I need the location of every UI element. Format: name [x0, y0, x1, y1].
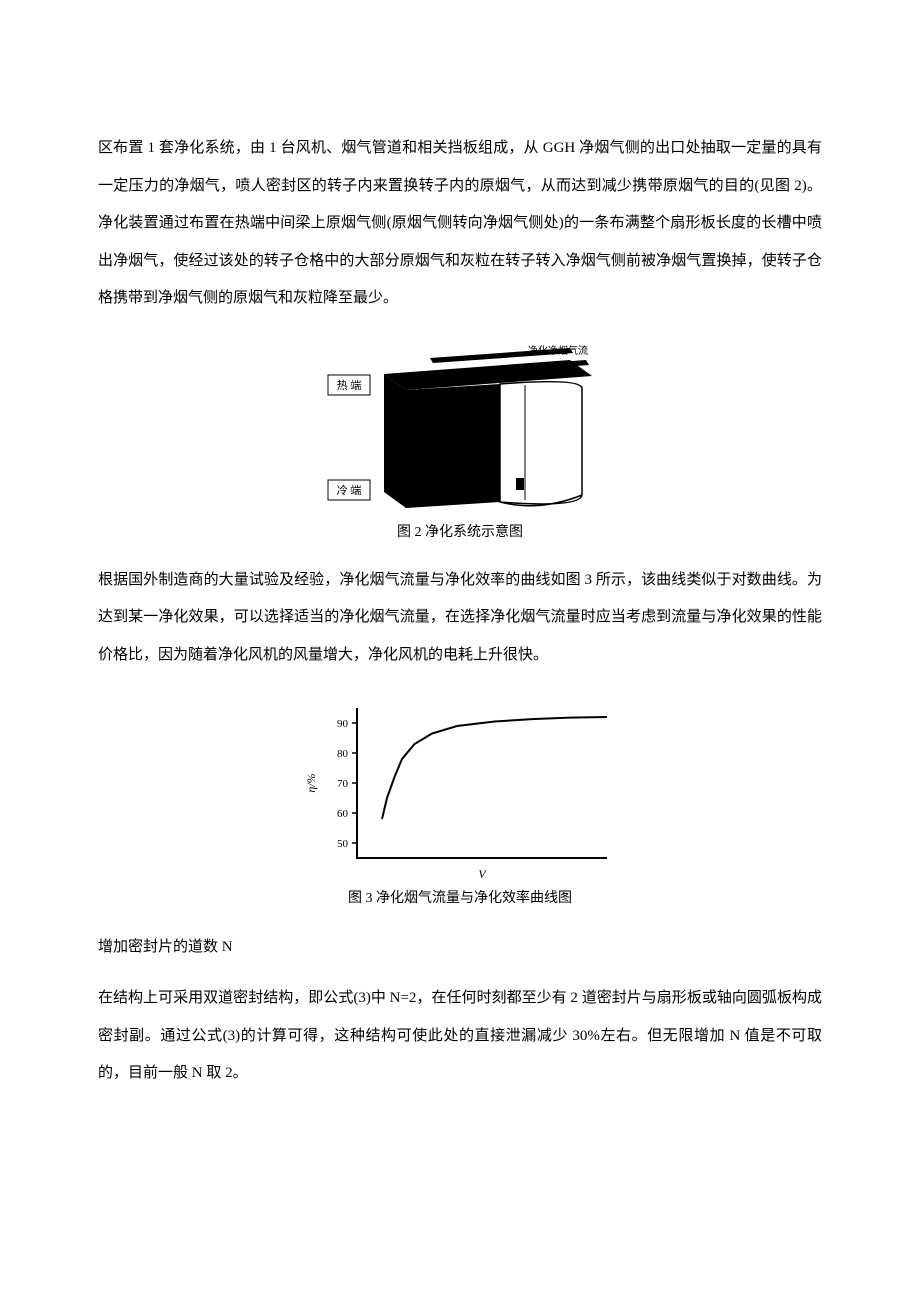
figure-3-chart: 50 60 70 80 90 η/% V — [98, 696, 822, 886]
svg-text:V: V — [478, 867, 487, 881]
svg-text:热 端: 热 端 — [337, 379, 362, 392]
svg-text:90: 90 — [337, 718, 349, 730]
figure-2-caption: 图 2 净化系统示意图 — [98, 522, 822, 544]
heading-seal-n: 增加密封片的道数 N — [98, 929, 822, 967]
svg-text:70: 70 — [337, 778, 349, 790]
paragraph-1: 区布置 1 套净化系统，由 1 台风机、烟气管道和相关挡板组成，从 GGH 净烟… — [98, 130, 822, 318]
figure-3-caption: 图 3 净化烟气流量与净化效率曲线图 — [98, 888, 822, 910]
svg-text:冷 端: 冷 端 — [337, 484, 362, 497]
svg-text:η/%: η/% — [304, 774, 318, 793]
svg-text:50: 50 — [337, 838, 349, 850]
paragraph-3: 在结构上可采用双道密封结构，即公式(3)中 N=2，在任何时刻都至少有 2 道密… — [98, 980, 822, 1093]
figure-3-block: 50 60 70 80 90 η/% V 图 3 净化烟气流量与净化效率曲线图 — [98, 696, 822, 910]
svg-text:80: 80 — [337, 748, 349, 760]
figure-2-diagram: 热 端冷 端净化净烟气流 — [98, 340, 822, 520]
svg-text:60: 60 — [337, 808, 349, 820]
figure-2-block: 热 端冷 端净化净烟气流 图 2 净化系统示意图 — [98, 340, 822, 544]
paragraph-2: 根据国外制造商的大量试验及经验，净化烟气流量与净化效率的曲线如图 3 所示，该曲… — [98, 562, 822, 675]
